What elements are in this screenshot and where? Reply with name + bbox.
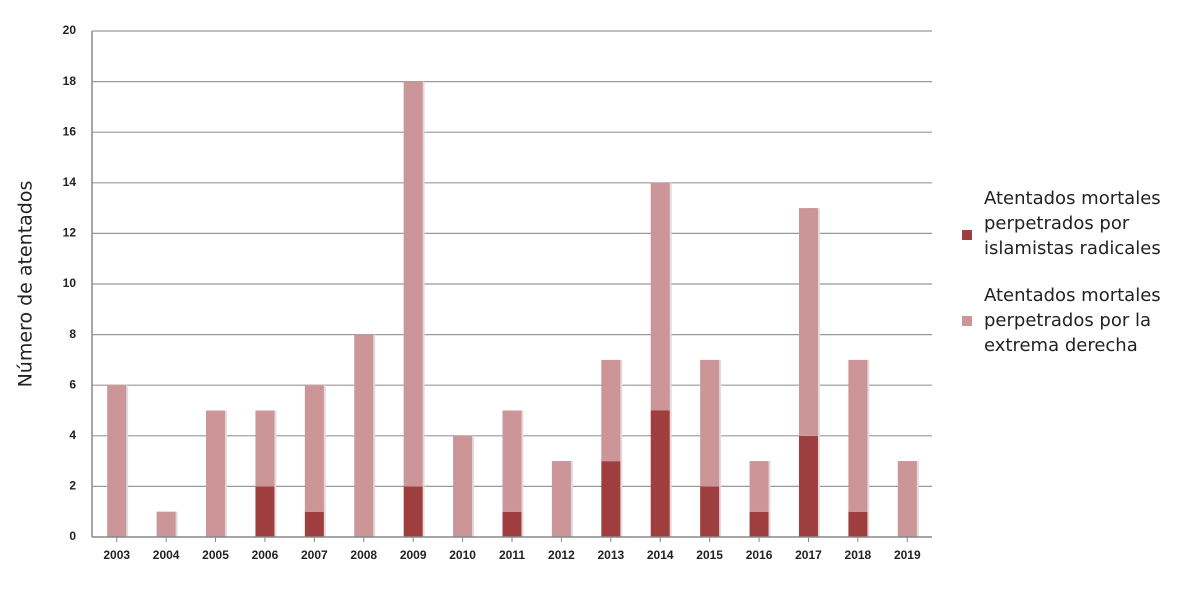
bar-extrema-derecha (551, 461, 571, 537)
legend-swatch-islamistas (962, 230, 972, 240)
bar-extrema-derecha (156, 511, 176, 537)
bar-extrema-derecha (749, 461, 769, 512)
x-tick-label: 2011 (499, 548, 525, 562)
y-tick-label: 20 (63, 23, 77, 37)
legend-label-line: Atentados mortales (984, 285, 1161, 306)
bar-islamistas (798, 435, 818, 537)
x-tick-label: 2016 (746, 548, 773, 562)
y-tick-label: 12 (63, 226, 77, 240)
x-tick-label: 2017 (795, 548, 822, 562)
bar-islamistas (848, 511, 868, 537)
legend-label-line: perpetrados por (984, 213, 1130, 234)
bar-extrema-derecha (798, 208, 818, 436)
bar-extrema-derecha (700, 359, 720, 487)
x-tick-label: 2010 (449, 548, 476, 562)
y-tick-label: 16 (63, 124, 77, 138)
bar-islamistas (304, 511, 324, 537)
bar-extrema-derecha (502, 410, 522, 512)
bar-extrema-derecha (304, 385, 324, 512)
bars (107, 81, 919, 537)
legend: Atentados mortales perpetrados por islam… (962, 186, 1197, 380)
bar-extrema-derecha (206, 410, 226, 537)
grid-lines (92, 30, 932, 487)
y-tick-label: 8 (69, 327, 76, 341)
x-tick-label: 2006 (252, 548, 279, 562)
x-tick-label: 2012 (548, 548, 575, 562)
x-tick-label: 2014 (647, 548, 674, 562)
legend-label-line: Atentados mortales (984, 188, 1161, 209)
bar-extrema-derecha (650, 182, 670, 411)
legend-label-line: extrema derecha (984, 335, 1138, 356)
x-tick-label: 2013 (597, 548, 624, 562)
x-tick-label: 2004 (153, 548, 180, 562)
bar-islamistas (650, 410, 670, 537)
x-tick-label: 2003 (103, 548, 130, 562)
bar-extrema-derecha (354, 334, 374, 537)
y-tick-label: 2 (69, 479, 76, 493)
y-tick-label: 4 (69, 428, 76, 442)
bar-islamistas (403, 486, 423, 537)
legend-label-line: perpetrados por la (984, 310, 1152, 331)
bar-islamistas (601, 461, 621, 537)
x-tick-label: 2009 (400, 548, 427, 562)
y-tick-label: 0 (69, 529, 76, 543)
x-tick-label: 2015 (696, 548, 723, 562)
bar-islamistas (749, 511, 769, 537)
legend-label-line: islamistas radicales (984, 238, 1161, 259)
legend-item-islamistas: Atentados mortales perpetrados por islam… (962, 186, 1197, 261)
y-axis-label: Número de atentados (15, 181, 37, 388)
bar-islamistas (502, 511, 522, 537)
x-tick-label: 2019 (894, 548, 921, 562)
bar-extrema-derecha (601, 359, 621, 462)
x-axis-ticks: 2003 2004 2005 2006 2007 2008 2009 2010 2011 2012… (103, 537, 921, 562)
bar-extrema-derecha (897, 461, 917, 537)
y-tick-label: 14 (63, 175, 77, 189)
y-axis-ticks: 0 2 4 6 8 10 12 14 16 18 20 (63, 23, 77, 543)
y-tick-label: 18 (63, 74, 77, 88)
bar-islamistas (255, 486, 275, 537)
bar-extrema-derecha (453, 435, 473, 537)
bar-extrema-derecha (403, 81, 423, 487)
bar-extrema-derecha (848, 359, 868, 512)
legend-swatch-extrema-derecha (962, 316, 972, 326)
bar-extrema-derecha (255, 410, 275, 487)
y-tick-label: 6 (69, 377, 76, 391)
legend-item-extrema-derecha: Atentados mortales perpetrados por la ex… (962, 283, 1197, 358)
x-tick-label: 2005 (202, 548, 229, 562)
x-tick-label: 2007 (301, 548, 328, 562)
bar-extrema-derecha (107, 385, 127, 537)
x-tick-label: 2008 (350, 548, 377, 562)
bar-islamistas (700, 486, 720, 537)
y-tick-label: 10 (63, 276, 77, 290)
x-tick-label: 2018 (845, 548, 872, 562)
